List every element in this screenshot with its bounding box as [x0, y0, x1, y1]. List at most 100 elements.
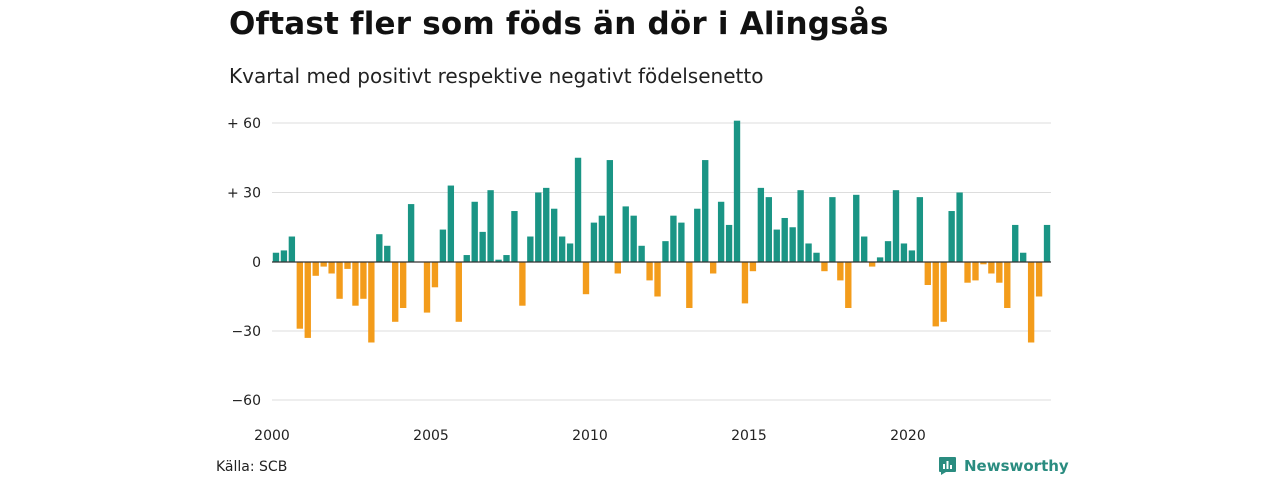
x-tick-label: 2000 [254, 428, 290, 444]
bar [1043, 224, 1051, 262]
bar [733, 120, 741, 263]
chart-subtitle: Kvartal med positivt respektive negativt… [229, 64, 764, 88]
bar [948, 211, 955, 262]
x-tick-label: 2005 [413, 428, 449, 444]
bar [741, 262, 749, 304]
bar [479, 231, 486, 262]
x-tick-label: 2015 [731, 428, 767, 444]
x-tick-label: 2020 [890, 428, 926, 444]
bar [447, 185, 455, 262]
bar [837, 262, 844, 281]
bar [884, 241, 892, 262]
newsworthy-logo-icon [939, 457, 956, 475]
bar [344, 262, 351, 269]
bar [455, 262, 462, 322]
source-note: Källa: SCB [216, 459, 288, 475]
bar [996, 262, 1003, 283]
bar [392, 262, 399, 322]
bar [590, 222, 598, 262]
brand-name: Newsworthy [964, 456, 1069, 475]
bar [829, 197, 836, 262]
bar [558, 236, 566, 262]
bar [582, 262, 590, 295]
bar [495, 259, 502, 262]
bar [614, 262, 621, 274]
bar [924, 262, 931, 285]
bar [280, 250, 288, 262]
bar [527, 236, 534, 262]
bar [670, 215, 677, 262]
bar [861, 236, 868, 262]
bar [757, 187, 765, 262]
bar [368, 262, 375, 343]
bar [574, 157, 582, 262]
bar [551, 208, 558, 262]
bar [1004, 262, 1011, 308]
bar [296, 262, 303, 329]
chart-title: Oftast fler som föds än dör i Alingsås [229, 6, 889, 42]
bar [876, 257, 884, 262]
bar [725, 224, 733, 262]
bar [407, 204, 415, 262]
bar [805, 243, 812, 262]
bar [662, 241, 669, 262]
bar [288, 236, 296, 262]
bar [471, 201, 478, 262]
bar [646, 262, 653, 281]
bar [813, 252, 820, 262]
bar [638, 245, 645, 262]
bar [1027, 262, 1035, 343]
bar [463, 255, 470, 262]
bar [686, 262, 693, 308]
bar [598, 215, 606, 262]
bar [606, 160, 614, 262]
bar [654, 262, 661, 297]
bar [678, 222, 685, 262]
bar [1012, 224, 1019, 262]
bar [566, 243, 574, 262]
gridlines [272, 122, 1051, 401]
bar [304, 262, 311, 338]
bar [511, 211, 518, 262]
bar [439, 229, 447, 262]
bar [336, 262, 343, 299]
y-tick-label: + 60 [227, 116, 261, 132]
bar [773, 229, 780, 262]
bar [916, 197, 924, 262]
bar [384, 245, 391, 262]
bar [972, 262, 979, 281]
bar-chart: + 60 + 30 0 −30 −60 2000 2005 2010 2015 2020 [227, 116, 1051, 444]
bar [956, 192, 963, 262]
brand-logo[interactable]: Newsworthy [938, 456, 1069, 475]
bar [932, 262, 939, 327]
bar [781, 217, 788, 262]
bar [630, 215, 637, 262]
bar [399, 262, 407, 308]
bar [940, 262, 947, 322]
x-tick-label: 2010 [572, 428, 608, 444]
bar [694, 208, 701, 262]
bar [360, 262, 367, 299]
bar [717, 201, 725, 262]
y-tick-label: 0 [252, 255, 261, 271]
bar [535, 192, 542, 262]
bar [503, 255, 510, 262]
y-tick-label: −60 [231, 393, 261, 409]
bar [845, 262, 852, 308]
bar [908, 250, 916, 262]
bar [1035, 262, 1043, 297]
bar [980, 262, 987, 265]
bar [312, 262, 319, 276]
bar [797, 190, 804, 262]
bar [900, 243, 908, 262]
bar [352, 262, 359, 306]
bar [868, 262, 876, 267]
bar [328, 262, 335, 274]
bar [376, 234, 383, 262]
axes: + 60 + 30 0 −30 −60 2000 2005 2010 2015 2020 [227, 116, 1051, 444]
bar [765, 197, 772, 262]
bar [988, 262, 995, 274]
bar [272, 252, 280, 262]
bar [749, 262, 757, 272]
bar [320, 262, 327, 267]
